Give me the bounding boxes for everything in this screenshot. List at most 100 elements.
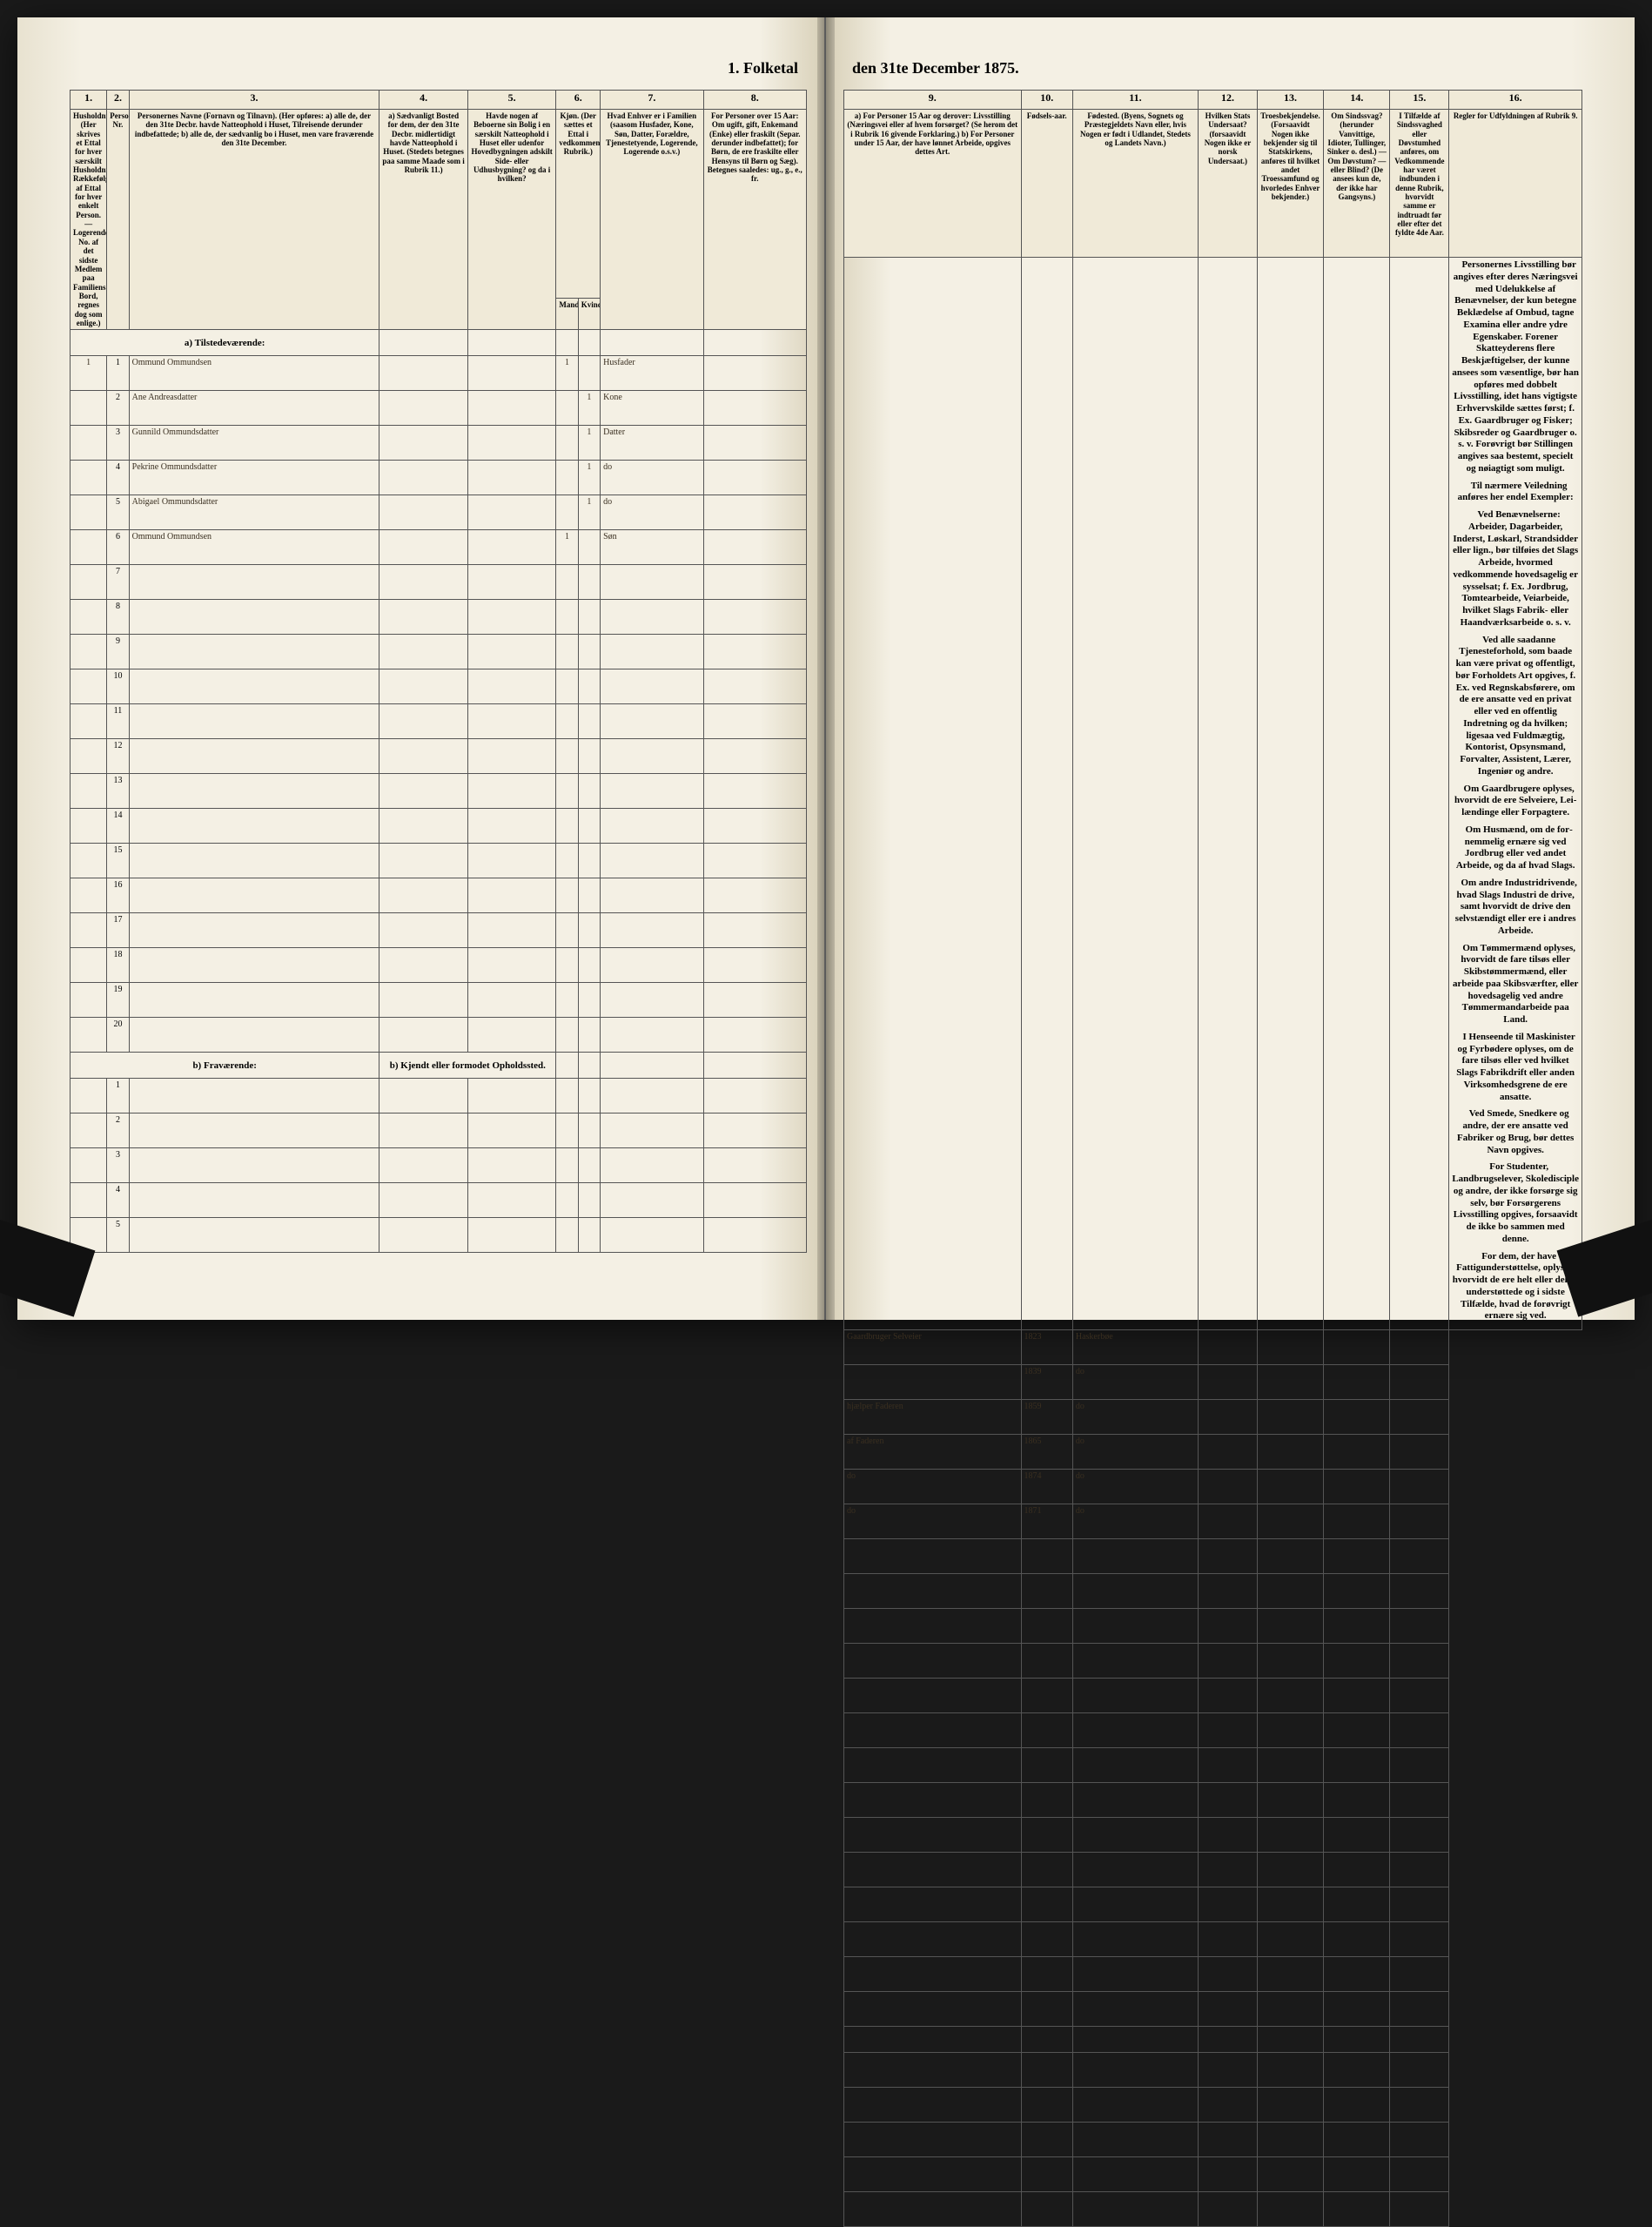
table-row [844, 1818, 1582, 1853]
table-row: 3 [71, 1148, 807, 1183]
household-no [71, 426, 107, 461]
table-row [844, 1713, 1582, 1748]
person-no: 2 [107, 1114, 129, 1148]
cell-c4 [379, 426, 468, 461]
table-row [844, 1957, 1582, 1992]
cell-c4 [379, 391, 468, 426]
table-row: 11 [71, 704, 807, 739]
header-row-right: a) For Personer 15 Aar og derover: Livss… [844, 110, 1582, 258]
person-no: 4 [107, 1183, 129, 1218]
colnum-6: 6. [556, 91, 601, 110]
page-title-left: 1. Folketal [70, 52, 807, 90]
occupation: do [844, 1504, 1022, 1539]
cell-c4 [379, 461, 468, 495]
colnum-14: 14. [1324, 91, 1390, 110]
table-row [844, 1644, 1582, 1679]
rules-paragraph: Om andre Industridrivende, hvad Slags In… [1452, 878, 1579, 938]
table-row [844, 2157, 1582, 2192]
sex-male [556, 426, 578, 461]
person-no: 12 [107, 739, 129, 774]
person-no: 3 [107, 426, 129, 461]
header-c9: a) For Personer 15 Aar og derover: Livss… [844, 110, 1022, 258]
person-name: Abigael Ommundsdatter [129, 495, 379, 530]
person-no: 1 [107, 356, 129, 391]
section-a-label: a) Tilstedeværende: [71, 330, 807, 356]
colnum-9: 9. [844, 91, 1022, 110]
rules-column: Personernes Livsstilling bør angives eft… [1449, 258, 1582, 1330]
cell-c5 [467, 495, 556, 530]
header-c7: Hvad Enhver er i Familien (saasom Husfad… [601, 110, 703, 330]
sex-male: 1 [556, 530, 578, 565]
cell-c4 [379, 530, 468, 565]
table-row: 7 [71, 565, 807, 600]
person-no: 14 [107, 809, 129, 844]
sex-female [578, 530, 600, 565]
table-row: 1839do [844, 1365, 1582, 1400]
table-row [844, 1679, 1582, 1713]
table-row [844, 1887, 1582, 1922]
section-a-spacer-right: Personernes Livsstilling bør angives eft… [844, 258, 1582, 1330]
right-page: den 31te December 1875. 9. 10. 11. 12. 1… [826, 17, 1635, 1320]
sex-male [556, 391, 578, 426]
table-row: 16 [71, 878, 807, 913]
colnum-1: 1. [71, 91, 107, 110]
table-row: 1 [71, 1079, 807, 1114]
table-row: 15 [71, 844, 807, 878]
birth-place: do [1072, 1365, 1198, 1400]
table-row: do1871do [844, 1504, 1582, 1539]
table-row: 5Abigael Ommundsdatter1do [71, 495, 807, 530]
page-title-right: den 31te December 1875. [843, 52, 1582, 90]
person-no: 1 [107, 1079, 129, 1114]
header-c16: Regler for Udfyldningen af Rubrik 9. [1449, 110, 1582, 258]
header-c2: Personernes Nr. [107, 110, 129, 330]
sex-female: 1 [578, 391, 600, 426]
person-no: 16 [107, 878, 129, 913]
household-no [71, 391, 107, 426]
person-no: 5 [107, 495, 129, 530]
sex-male [556, 461, 578, 495]
colnum-4: 4. [379, 91, 468, 110]
person-no: 18 [107, 948, 129, 983]
table-row: 17 [71, 913, 807, 948]
person-no: 5 [107, 1218, 129, 1253]
table-row: 13 [71, 774, 807, 809]
household-no [71, 495, 107, 530]
family-relation: do [601, 461, 703, 495]
birth-place: do [1072, 1435, 1198, 1470]
header-c6b: Kvindekjøn. [578, 299, 600, 330]
header-c11: Fødested. (Byens, Sognets og Præstegjeld… [1072, 110, 1198, 258]
cell-c5 [467, 530, 556, 565]
left-page: 1. Folketal 1. 2. 3. 4. 5. 6. 7. 8. Hush… [17, 17, 826, 1320]
header-c3: Personernes Navne (Fornavn og Tilnavn). … [129, 110, 379, 330]
table-row: 19 [71, 983, 807, 1018]
table-row: 6Ommund Ommundsen1Søn [71, 530, 807, 565]
census-ledger-spread: 1. Folketal 1. 2. 3. 4. 5. 6. 7. 8. Hush… [17, 17, 1635, 1320]
header-c12: Hvilken Stats Undersaat? (forsaavidt Nog… [1199, 110, 1258, 258]
birth-year: 1823 [1021, 1330, 1072, 1365]
person-no: 7 [107, 565, 129, 600]
birth-place: do [1072, 1504, 1198, 1539]
header-c6a: Mandkjøn. [556, 299, 578, 330]
birth-year: 1865 [1021, 1435, 1072, 1470]
person-no: 2 [107, 391, 129, 426]
person-name: Ane Andreasdatter [129, 391, 379, 426]
column-number-row-right: 9. 10. 11. 12. 13. 14. 15. 16. [844, 91, 1582, 110]
person-no: 8 [107, 600, 129, 635]
table-row: 14 [71, 809, 807, 844]
sex-male: 1 [556, 356, 578, 391]
header-c6: Kjøn. (Der sættes et Ettal i vedkommende… [556, 110, 601, 299]
sex-female: 1 [578, 495, 600, 530]
colnum-11: 11. [1072, 91, 1198, 110]
table-row: 10 [71, 669, 807, 704]
table-row: 9 [71, 635, 807, 669]
person-name: Pekrine Ommundsdatter [129, 461, 379, 495]
header-c10: Fødsels-aar. [1021, 110, 1072, 258]
header-c13: Troesbekjendelse. (Forsaavidt Nogen ikke… [1257, 110, 1323, 258]
cell-c5 [467, 426, 556, 461]
person-no: 3 [107, 1148, 129, 1183]
person-no: 13 [107, 774, 129, 809]
section-b-spacer-right [844, 2027, 1582, 2053]
civil-status [703, 461, 806, 495]
table-row: 8 [71, 600, 807, 635]
table-row [844, 1574, 1582, 1609]
